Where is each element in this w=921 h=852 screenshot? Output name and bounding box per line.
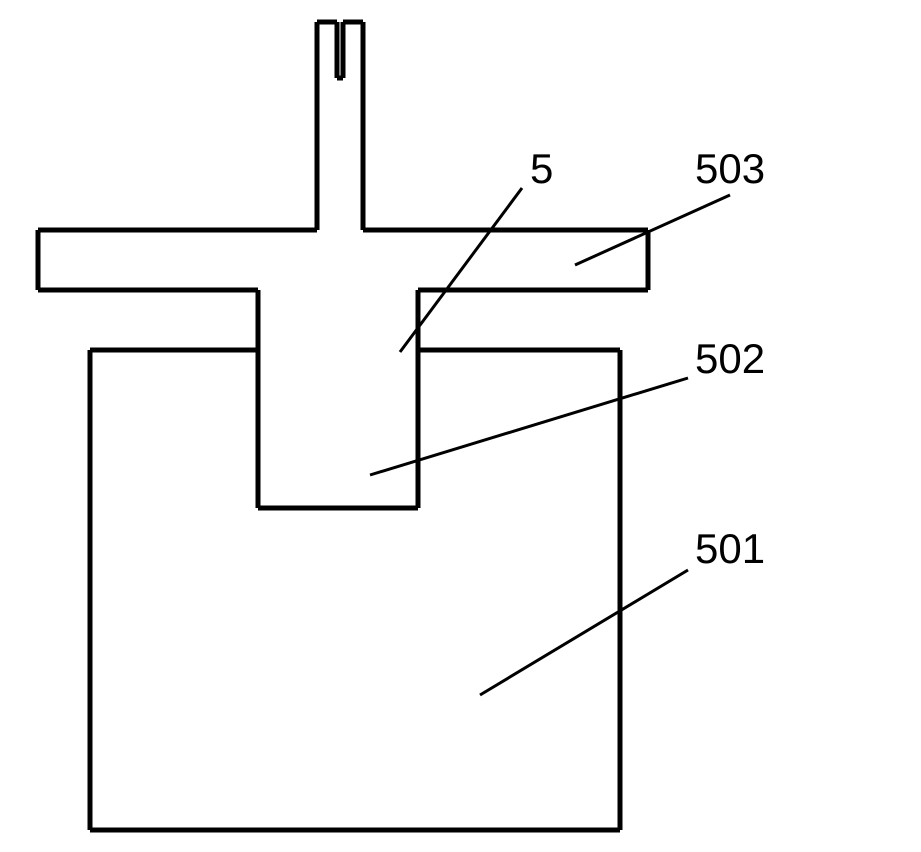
technical-diagram bbox=[0, 0, 921, 852]
callout-label-5: 5 bbox=[530, 145, 553, 193]
callout-label-501: 501 bbox=[695, 525, 765, 573]
callout-label-503: 503 bbox=[695, 145, 765, 193]
callout-label-502: 502 bbox=[695, 335, 765, 383]
